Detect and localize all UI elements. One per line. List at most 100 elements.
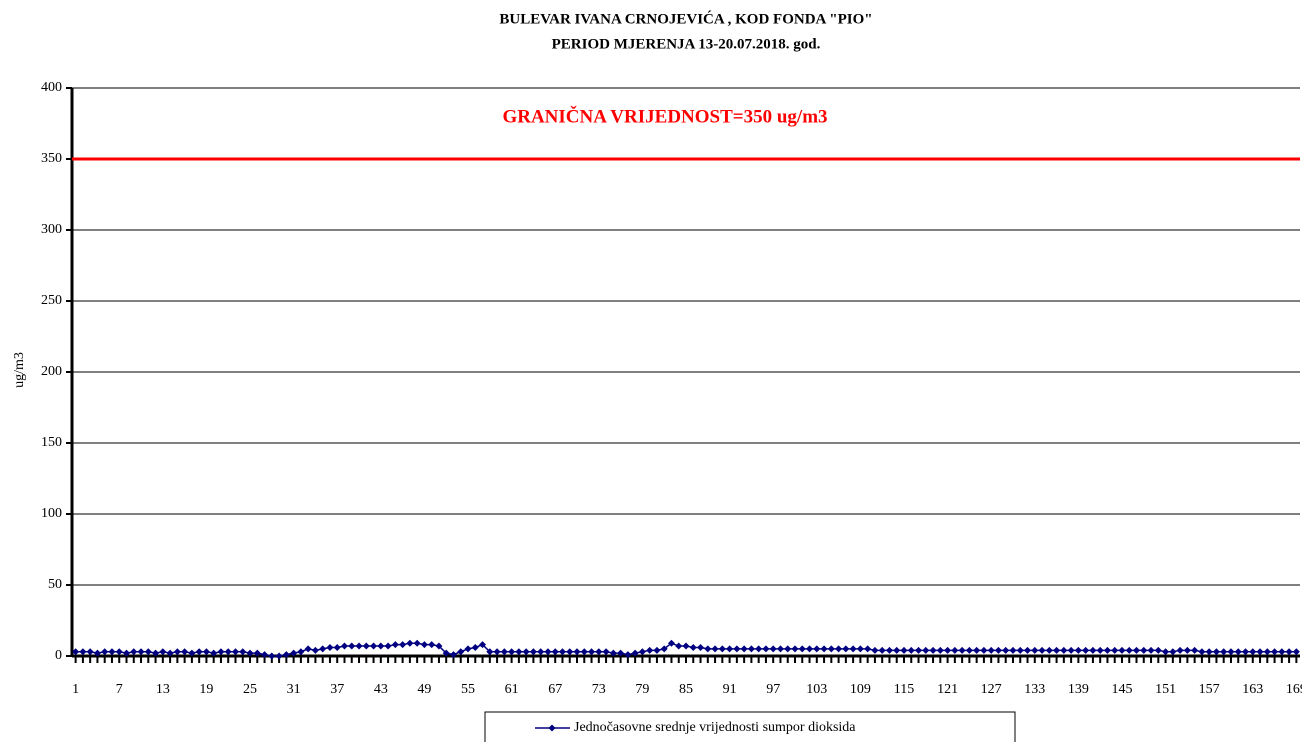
point (326, 643, 334, 651)
point (973, 646, 981, 654)
point (704, 645, 712, 653)
point (202, 648, 210, 656)
point (958, 646, 966, 654)
point (144, 648, 152, 656)
point (348, 642, 356, 650)
point (856, 645, 864, 653)
point (529, 648, 537, 656)
point (944, 646, 952, 654)
point (1162, 648, 1170, 656)
point (253, 649, 261, 657)
point (1271, 648, 1279, 656)
x-tick-label: 55 (461, 682, 475, 697)
point (915, 646, 923, 654)
point (1227, 648, 1235, 656)
point (653, 646, 661, 654)
point (399, 641, 407, 649)
point (1154, 646, 1162, 654)
point (1292, 648, 1300, 656)
x-tick-label: 133 (1024, 682, 1045, 697)
point (377, 642, 385, 650)
point (391, 641, 399, 649)
point (689, 643, 697, 651)
point (1133, 646, 1141, 654)
point (842, 645, 850, 653)
point (486, 648, 494, 656)
point (79, 648, 87, 656)
point (1053, 646, 1061, 654)
point (493, 648, 501, 656)
x-tick-label: 13 (156, 682, 170, 697)
point (1038, 646, 1046, 654)
x-tick-label: 37 (330, 682, 344, 697)
point (173, 648, 181, 656)
chart-subtitle: PERIOD MJERENJA 13-20.07.2018. god. (552, 36, 821, 52)
point (1009, 646, 1017, 654)
point (784, 645, 792, 653)
point (827, 645, 835, 653)
point (1024, 646, 1032, 654)
y-tick-label: 0 (55, 648, 62, 663)
y-tick-label: 400 (41, 80, 62, 95)
point (355, 642, 363, 650)
point (922, 646, 930, 654)
point (733, 645, 741, 653)
point (907, 646, 915, 654)
point (449, 651, 457, 659)
x-tick-label: 145 (1111, 682, 1132, 697)
point (980, 646, 988, 654)
annotation: GRANIČNA VRIJEDNOST=350 ug/m3 (502, 105, 827, 127)
point (1082, 646, 1090, 654)
point (900, 646, 908, 654)
point (726, 645, 734, 653)
legend-marker (548, 724, 556, 732)
point (508, 648, 516, 656)
point (1140, 646, 1148, 654)
point (166, 649, 174, 657)
y-tick-label: 100 (41, 506, 62, 521)
point (660, 645, 668, 653)
point (551, 648, 559, 656)
point (544, 648, 552, 656)
point (631, 649, 639, 657)
point (428, 641, 436, 649)
point (820, 645, 828, 653)
x-tick-label: 139 (1068, 682, 1089, 697)
point (108, 648, 116, 656)
point (1249, 648, 1257, 656)
x-tick-label: 127 (981, 682, 1002, 697)
y-tick-label: 300 (41, 222, 62, 237)
y-tick-label: 200 (41, 364, 62, 379)
point (740, 645, 748, 653)
point (1183, 646, 1191, 654)
x-tick-label: 43 (374, 682, 388, 697)
x-tick-label: 97 (766, 682, 780, 697)
point (929, 646, 937, 654)
point (1220, 648, 1228, 656)
point (420, 641, 428, 649)
point (835, 645, 843, 653)
x-tick-label: 103 (806, 682, 827, 697)
point (1016, 646, 1024, 654)
point (1111, 646, 1119, 654)
point (864, 645, 872, 653)
point (776, 645, 784, 653)
point (1169, 648, 1177, 656)
point (595, 648, 603, 656)
x-tick-label: 91 (723, 682, 737, 697)
point (195, 648, 203, 656)
y-tick-label: 50 (48, 577, 62, 592)
point (667, 639, 675, 647)
chart-title: BULEVAR IVANA CRNOJEVIĆA , KOD FONDA "PI… (499, 10, 872, 27)
point (718, 645, 726, 653)
point (769, 645, 777, 653)
x-tick-label: 115 (894, 682, 914, 697)
point (936, 646, 944, 654)
point (224, 648, 232, 656)
point (471, 643, 479, 651)
point (413, 639, 421, 647)
x-tick-label: 1 (72, 682, 79, 697)
point (304, 645, 312, 653)
point (435, 642, 443, 650)
